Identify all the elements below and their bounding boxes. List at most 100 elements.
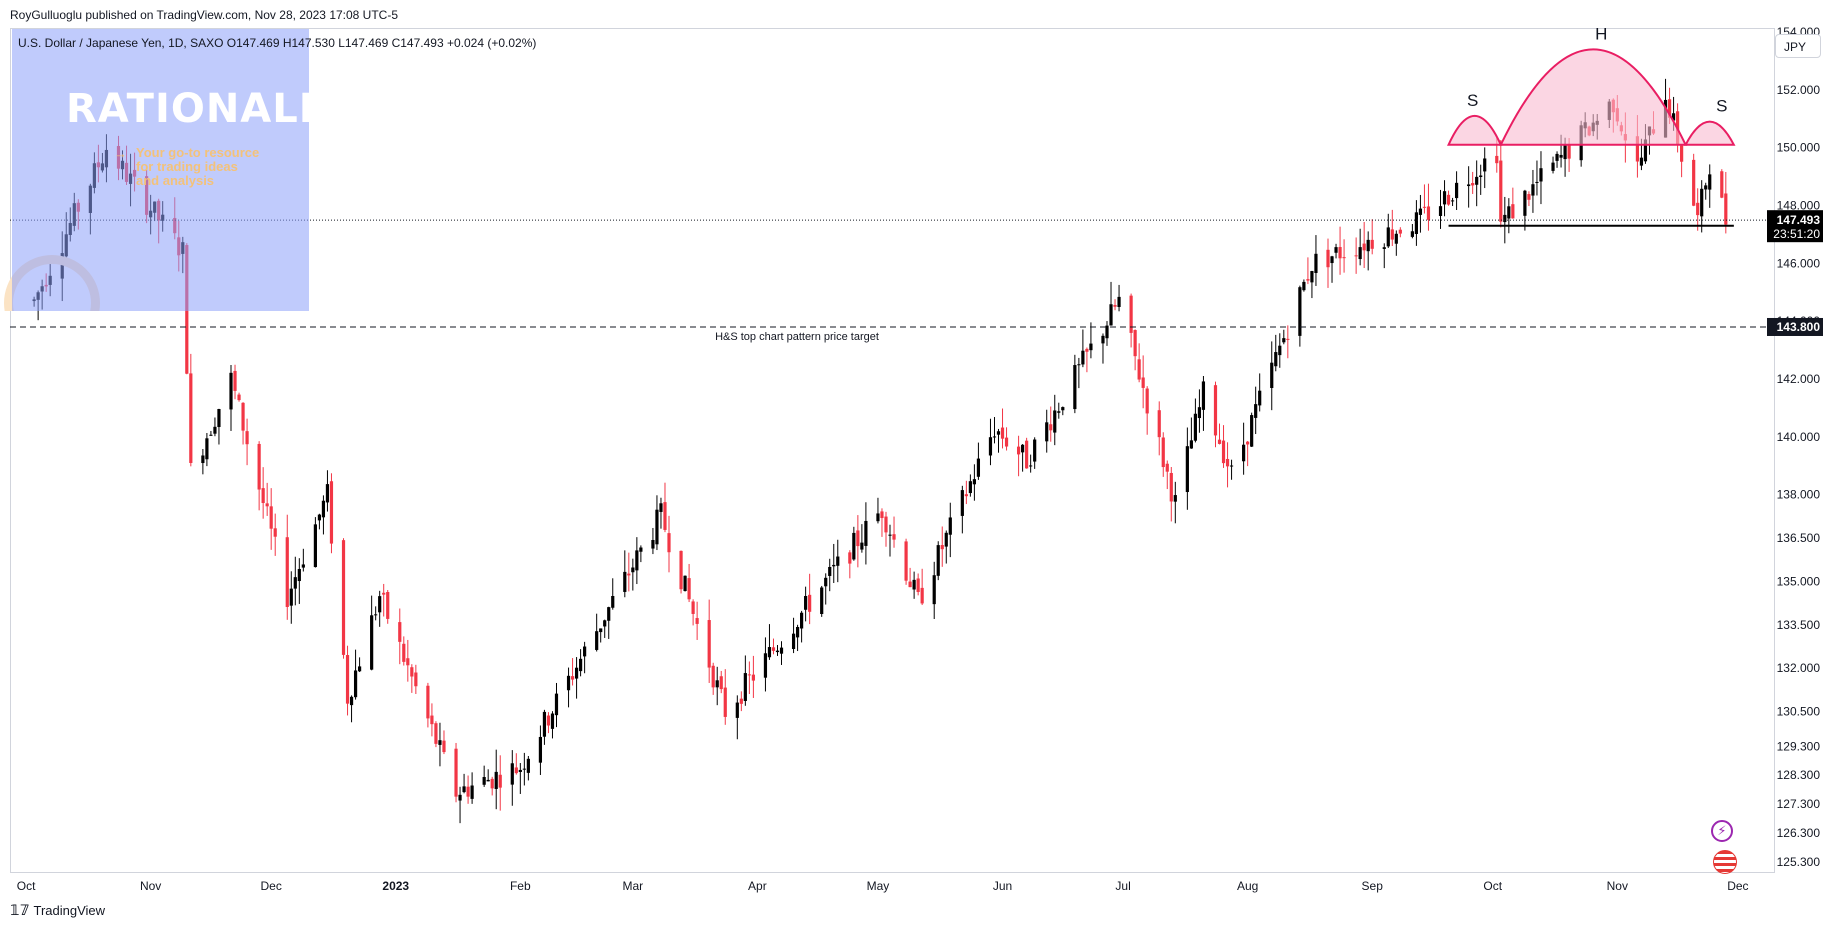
candle bbox=[1077, 357, 1081, 389]
candle bbox=[494, 749, 498, 810]
candle-body bbox=[1193, 413, 1198, 441]
candle-body bbox=[655, 509, 659, 545]
candle bbox=[1551, 156, 1555, 174]
candle-body bbox=[1386, 227, 1390, 247]
candle bbox=[1217, 423, 1222, 445]
candle-body bbox=[1479, 175, 1483, 178]
candle-body bbox=[1298, 287, 1302, 336]
candle-body bbox=[1057, 411, 1061, 413]
candle bbox=[599, 628, 603, 643]
candle bbox=[1213, 381, 1218, 448]
candle-body bbox=[1282, 338, 1286, 343]
symbol-info[interactable]: U.S. Dollar / Japanese Yen, 1D, SAXO O14… bbox=[18, 36, 537, 50]
candle-body bbox=[667, 533, 671, 553]
x-tick-label: Sep bbox=[1362, 879, 1384, 893]
candle-body bbox=[189, 373, 193, 463]
candle bbox=[1173, 481, 1177, 524]
candle-body bbox=[663, 502, 667, 530]
candle-body bbox=[892, 534, 896, 540]
candle bbox=[848, 550, 852, 579]
candle bbox=[1531, 169, 1535, 213]
candle-body bbox=[1334, 247, 1338, 253]
candle bbox=[522, 752, 526, 786]
y-tick-label: 142.000 bbox=[1777, 372, 1821, 386]
candle bbox=[1258, 373, 1262, 412]
candle-body bbox=[466, 786, 470, 797]
candle-body bbox=[771, 647, 776, 651]
candle bbox=[804, 586, 808, 622]
candle-body bbox=[1503, 214, 1507, 223]
candle-body bbox=[398, 622, 402, 642]
candle bbox=[1342, 239, 1346, 273]
candle-body bbox=[554, 693, 559, 716]
us-flag-icon[interactable] bbox=[1713, 850, 1737, 874]
candle-body bbox=[542, 711, 547, 737]
candle-body bbox=[820, 587, 824, 615]
candle-body bbox=[566, 675, 571, 691]
candle bbox=[438, 722, 442, 767]
candle-body bbox=[687, 578, 691, 600]
candle-body bbox=[1016, 446, 1021, 455]
candle-body bbox=[1004, 437, 1009, 447]
y-tick-label: 138.000 bbox=[1777, 488, 1821, 502]
candle-body bbox=[1696, 202, 1700, 216]
candle bbox=[1282, 329, 1286, 345]
candle bbox=[1394, 230, 1398, 256]
candle-body bbox=[1426, 206, 1431, 220]
candle-body bbox=[434, 723, 438, 744]
tradingview-footer[interactable]: 𝟙𝟟 TradingView bbox=[10, 902, 105, 919]
candle bbox=[546, 712, 551, 734]
candle bbox=[976, 442, 981, 480]
candle-body bbox=[1033, 439, 1037, 462]
candle-body bbox=[1081, 350, 1085, 365]
lightning-icon[interactable]: ⚡ bbox=[1711, 820, 1733, 842]
candle bbox=[578, 649, 583, 677]
candle bbox=[800, 610, 804, 643]
candle-body bbox=[538, 736, 543, 763]
candle bbox=[209, 430, 213, 436]
candle bbox=[1700, 180, 1704, 233]
rationale-title: RATIONALE bbox=[66, 86, 328, 132]
candle-body bbox=[526, 758, 530, 773]
candle-body bbox=[1410, 231, 1414, 237]
candle bbox=[1704, 182, 1708, 200]
annotation-lines-layer: H&S top chart pattern price target bbox=[10, 219, 1766, 343]
candle-body bbox=[779, 647, 784, 654]
candle bbox=[1113, 299, 1117, 311]
candle-body bbox=[1165, 463, 1169, 472]
candle-body bbox=[406, 658, 410, 666]
candle bbox=[454, 742, 458, 803]
target-price-badge: 143.800 bbox=[1767, 317, 1823, 336]
candle bbox=[723, 669, 727, 725]
candle-body bbox=[1635, 136, 1640, 162]
candle-body bbox=[454, 748, 458, 797]
candle bbox=[992, 417, 997, 444]
candle-body bbox=[964, 494, 968, 497]
candle bbox=[349, 695, 354, 723]
candle bbox=[1137, 343, 1141, 383]
candle-body bbox=[494, 771, 498, 789]
candle bbox=[1246, 440, 1250, 467]
candle bbox=[462, 773, 466, 794]
chart-frame bbox=[10, 28, 1775, 873]
candle bbox=[631, 558, 635, 591]
candle bbox=[651, 527, 655, 555]
currency-button[interactable]: JPY bbox=[1775, 34, 1821, 58]
candle-body bbox=[1535, 181, 1539, 183]
candle-body bbox=[1314, 253, 1318, 273]
candle-body bbox=[382, 592, 386, 595]
candle-body bbox=[595, 631, 599, 650]
y-tick-label: 132.000 bbox=[1777, 661, 1821, 675]
candle bbox=[1692, 153, 1696, 207]
candle-body bbox=[490, 778, 494, 789]
candle bbox=[1358, 228, 1362, 266]
candle-body bbox=[1394, 233, 1398, 244]
candle bbox=[313, 517, 317, 568]
candle-body bbox=[374, 614, 378, 616]
candle bbox=[743, 655, 747, 706]
candle bbox=[189, 353, 193, 467]
candle bbox=[968, 474, 972, 497]
candle bbox=[378, 590, 382, 627]
candle-body bbox=[1362, 243, 1366, 251]
candle-body bbox=[972, 479, 976, 485]
